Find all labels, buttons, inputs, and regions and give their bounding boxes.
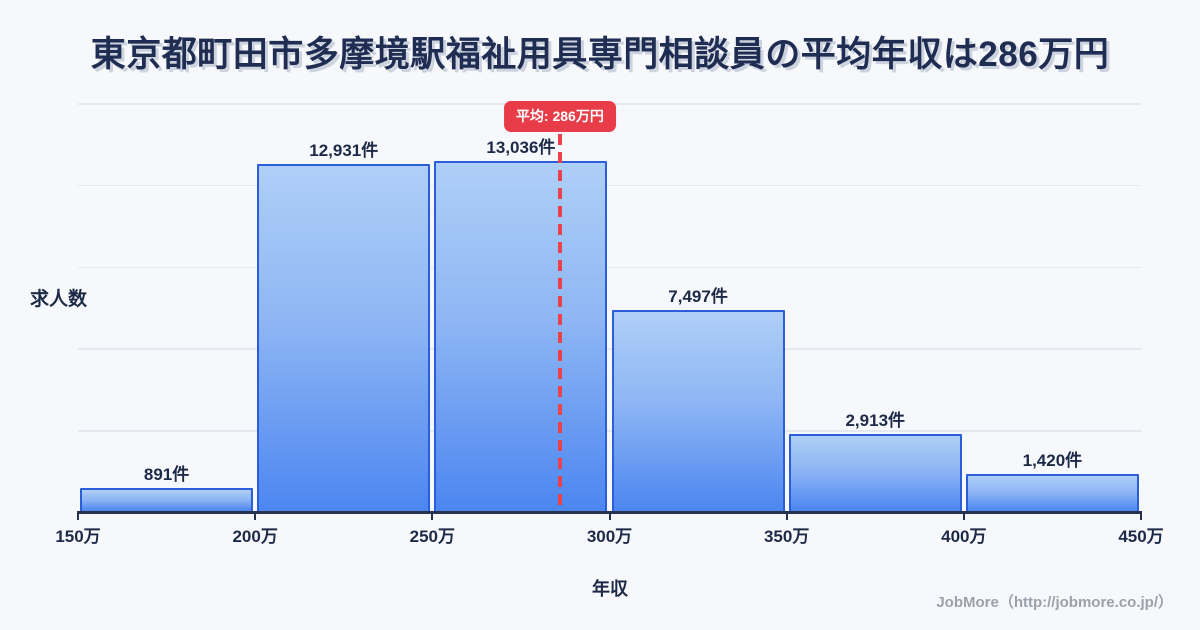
average-badge: 平均: 286万円 [503, 101, 616, 132]
x-tick-label: 150万 [55, 527, 101, 546]
grid-line [78, 348, 1141, 350]
x-tick-label: 400万 [941, 527, 987, 546]
footer-credit: JobMore（http://jobmore.co.jp/） [936, 594, 1173, 611]
x-tick-mark [785, 512, 788, 520]
average-badge-label: 平均: 286万円 [515, 108, 604, 124]
grid-line [78, 184, 1141, 187]
x-tick-label: 450万 [1118, 527, 1164, 546]
histogram-bar [80, 488, 254, 513]
bar-value-label: 2,913件 [845, 410, 906, 430]
bar-value-label: 13,036件 [486, 138, 556, 157]
histogram-bar [788, 433, 962, 513]
grid-line [78, 266, 1141, 269]
x-tick-mark [254, 512, 257, 520]
bar-value-label: 1,420件 [1022, 450, 1083, 470]
x-tick-mark [431, 512, 434, 520]
x-tick-label: 250万 [409, 527, 456, 546]
average-line [557, 134, 562, 512]
x-tick-label: 350万 [763, 527, 810, 546]
x-tick-mark [962, 512, 965, 520]
grid-line [78, 430, 1141, 432]
x-tick-mark [77, 512, 79, 520]
y-axis-label: 求人数 [30, 289, 88, 310]
histogram-bar [257, 163, 431, 513]
x-tick-label: 300万 [586, 527, 633, 546]
histogram-bar [434, 161, 608, 513]
x-tick-mark [608, 512, 611, 520]
bar-value-label: 12,931件 [309, 140, 379, 160]
x-tick-label: 200万 [232, 527, 278, 546]
page-title: 東京都町田市多摩境駅福祉用具専門相談員の平均年収は286万円 [90, 35, 1110, 74]
x-axis-label: 年収 [592, 579, 628, 599]
histogram-bar [965, 473, 1139, 513]
x-tick-mark [1140, 512, 1142, 520]
bar-value-label: 891件 [143, 465, 190, 484]
bar-value-label: 7,497件 [668, 287, 728, 307]
histogram-bar [611, 310, 785, 513]
